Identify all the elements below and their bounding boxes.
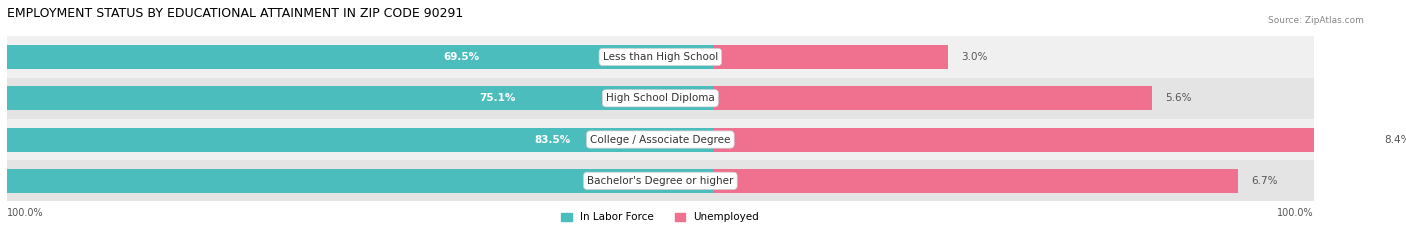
Bar bbox=[7, 86, 988, 110]
Bar bbox=[713, 169, 1237, 193]
Text: Bachelor's Degree or higher: Bachelor's Degree or higher bbox=[588, 176, 734, 186]
Text: 91.1%: 91.1% bbox=[583, 176, 620, 186]
Text: EMPLOYMENT STATUS BY EDUCATIONAL ATTAINMENT IN ZIP CODE 90291: EMPLOYMENT STATUS BY EDUCATIONAL ATTAINM… bbox=[7, 7, 463, 20]
Text: 8.4%: 8.4% bbox=[1385, 134, 1406, 144]
Text: 6.7%: 6.7% bbox=[1251, 176, 1278, 186]
Text: 100.0%: 100.0% bbox=[7, 208, 44, 218]
Bar bbox=[7, 160, 1313, 202]
Text: 3.0%: 3.0% bbox=[960, 52, 987, 62]
Text: Less than High School: Less than High School bbox=[603, 52, 718, 62]
Text: 100.0%: 100.0% bbox=[1277, 208, 1313, 218]
Bar bbox=[7, 36, 1313, 78]
Bar bbox=[7, 127, 1098, 151]
Text: 75.1%: 75.1% bbox=[479, 93, 516, 103]
Bar bbox=[7, 78, 1313, 119]
Text: College / Associate Degree: College / Associate Degree bbox=[591, 134, 731, 144]
Bar bbox=[713, 45, 948, 69]
Text: 5.6%: 5.6% bbox=[1164, 93, 1191, 103]
Text: 69.5%: 69.5% bbox=[443, 52, 479, 62]
Bar bbox=[7, 119, 1313, 160]
Text: 83.5%: 83.5% bbox=[534, 134, 571, 144]
Bar bbox=[7, 45, 915, 69]
Legend: In Labor Force, Unemployed: In Labor Force, Unemployed bbox=[557, 208, 763, 226]
Bar bbox=[713, 86, 1152, 110]
Text: High School Diploma: High School Diploma bbox=[606, 93, 714, 103]
Text: Source: ZipAtlas.com: Source: ZipAtlas.com bbox=[1268, 16, 1364, 25]
Bar bbox=[7, 169, 1198, 193]
Bar bbox=[713, 127, 1371, 151]
